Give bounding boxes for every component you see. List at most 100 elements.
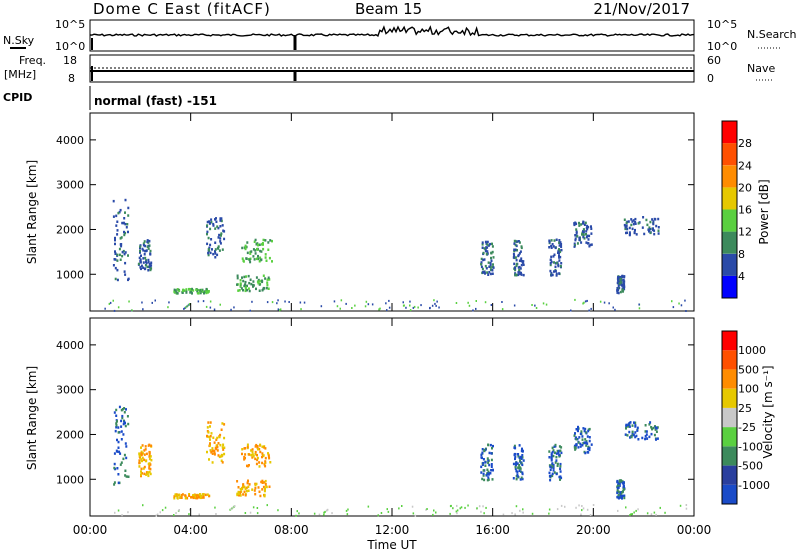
echo-mark (632, 433, 635, 437)
echo-mark (140, 470, 142, 473)
echo-mark (271, 260, 273, 263)
echo-mark (243, 458, 246, 461)
colorbar-tick-label: 24 (738, 159, 752, 172)
colorbar-segment (722, 231, 737, 254)
echo-mark (123, 233, 126, 237)
echo-mark (185, 288, 188, 291)
echo-mark (624, 225, 627, 229)
echo-mark (517, 271, 520, 274)
echo-mark (678, 302, 680, 305)
echo-mark (255, 276, 258, 279)
echo-mark (354, 304, 356, 307)
echo-mark (555, 274, 558, 277)
echo-mark (483, 478, 486, 482)
colorbar-segment (722, 275, 737, 298)
echo-mark (581, 505, 583, 507)
echo-mark (578, 224, 581, 227)
echo-mark (176, 292, 179, 295)
echo-mark (268, 278, 271, 281)
echo-mark (144, 264, 147, 267)
echo-mark (185, 291, 188, 294)
echo-mark (147, 258, 150, 262)
echo-mark (188, 287, 191, 291)
echo-mark (113, 462, 116, 466)
echo-mark (247, 287, 250, 290)
echo-mark (554, 451, 556, 454)
echo-mark (519, 470, 522, 473)
echo-mark (221, 446, 224, 449)
echo-mark (653, 511, 656, 514)
echo-mark (142, 467, 145, 470)
echo-mark (514, 267, 517, 270)
echo-mark (258, 461, 261, 464)
echo-mark (516, 462, 519, 465)
echo-mark (550, 239, 553, 242)
echo-mark (124, 261, 127, 265)
echo-mark (621, 480, 624, 483)
echo-mark (248, 453, 251, 456)
echo-mark (345, 302, 347, 305)
echo-mark (138, 454, 141, 458)
echo-mark (121, 254, 124, 258)
echo-mark (685, 507, 688, 510)
echo-mark (127, 206, 130, 210)
colorbar-segment (722, 187, 737, 210)
echo-mark (582, 222, 584, 225)
y-tick-label: 2000 (56, 428, 84, 441)
echo-mark (531, 304, 533, 306)
echo-mark (467, 301, 469, 304)
echo-mark (480, 265, 483, 269)
echo-mark (313, 512, 316, 515)
echo-mark (325, 509, 328, 512)
echo-mark (127, 278, 129, 282)
echo-mark (484, 448, 487, 452)
echo-mark (582, 220, 585, 224)
echo-mark (145, 452, 148, 456)
echo-mark (556, 449, 559, 453)
echo-mark (487, 461, 490, 465)
echo-mark (633, 231, 636, 235)
echo-mark (277, 308, 280, 311)
echo-mark (635, 233, 638, 236)
echo-mark (121, 250, 124, 254)
echo-mark (490, 463, 493, 466)
echo-mark (655, 430, 658, 433)
echo-mark (650, 513, 653, 516)
echo-mark (150, 261, 153, 264)
echo-mark (584, 431, 587, 434)
echo-mark (220, 459, 223, 462)
echo-mark (251, 453, 254, 456)
echo-mark (257, 278, 260, 282)
echo-mark (619, 290, 622, 294)
echo-mark (192, 494, 194, 497)
echo-mark (246, 288, 248, 292)
echo-mark (558, 259, 561, 262)
colorbar-tick-label: 500 (738, 363, 759, 376)
echo-mark (144, 445, 147, 448)
colorbar-tick-label: 12 (738, 226, 752, 239)
echo-mark (176, 494, 179, 497)
echo-mark (651, 218, 654, 221)
echo-mark (174, 289, 177, 292)
echo-mark (584, 451, 587, 455)
echo-mark (149, 268, 152, 272)
echo-mark (155, 514, 158, 517)
echo-mark (122, 249, 125, 253)
echo-mark (573, 446, 576, 449)
echo-mark (560, 446, 563, 449)
echo-mark (239, 491, 242, 494)
echo-mark (558, 475, 561, 479)
colorbar-tick-label: -1000 (738, 479, 770, 492)
echo-mark (141, 301, 143, 304)
echo-mark (486, 271, 489, 274)
echo-mark (117, 509, 120, 512)
echo-mark (189, 288, 192, 291)
echo-mark (586, 234, 589, 238)
echo-mark (173, 291, 176, 294)
echo-mark (519, 478, 522, 481)
echo-mark (115, 449, 118, 453)
echo-mark (599, 300, 602, 303)
echo-mark (515, 477, 518, 481)
echo-mark (617, 497, 620, 500)
echo-mark (456, 509, 459, 512)
